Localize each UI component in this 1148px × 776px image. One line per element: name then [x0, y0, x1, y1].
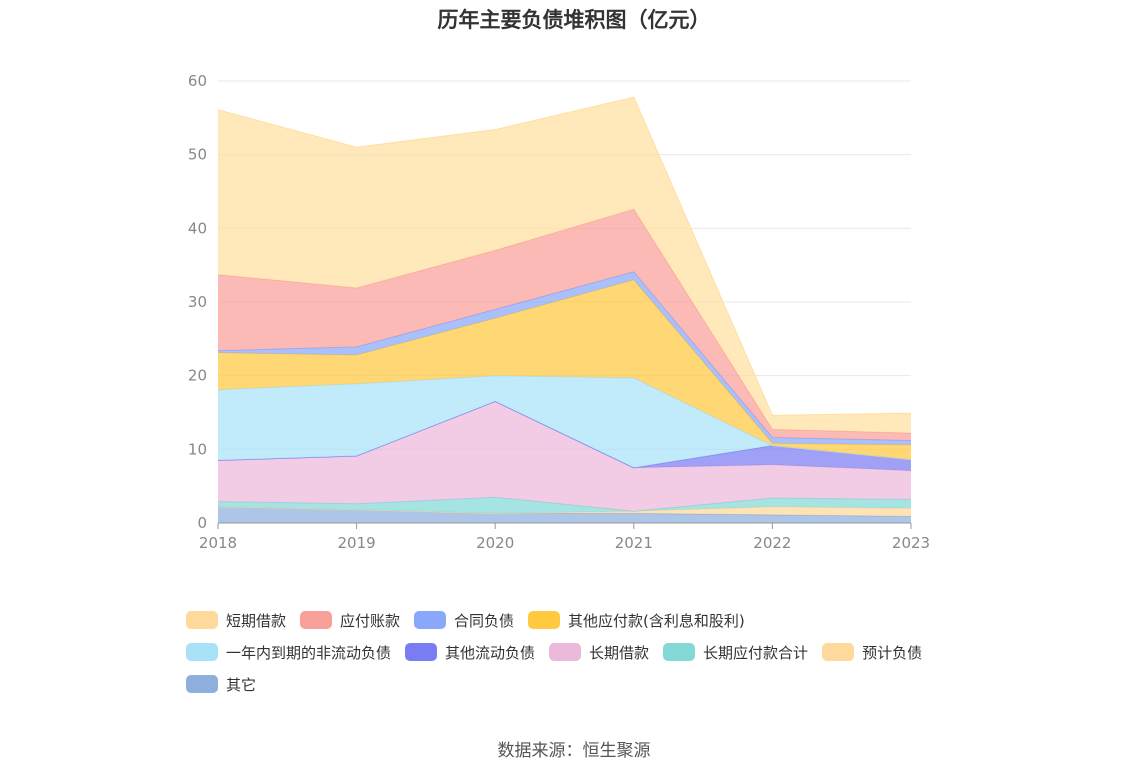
legend-item[interactable]: 一年内到期的非流动负债 [186, 642, 391, 663]
legend-item[interactable]: 合同负债 [414, 610, 514, 631]
y-tick-label: 10 [188, 440, 207, 458]
legend-swatch [822, 643, 855, 661]
y-tick-label: 0 [197, 514, 207, 532]
x-tick-label: 2018 [199, 534, 237, 552]
area-series-8 [218, 209, 911, 441]
legend-item[interactable]: 其他流动负债 [405, 642, 535, 663]
legend-item[interactable]: 应付账款 [300, 610, 400, 631]
legend-item[interactable]: 其它 [186, 674, 256, 695]
area-series-3 [218, 401, 911, 512]
y-tick-label: 50 [188, 146, 207, 164]
legend-label: 其它 [226, 675, 257, 694]
legend-swatch [528, 611, 561, 629]
legend-row: 其它 [186, 668, 1006, 700]
legend-swatch [405, 643, 438, 661]
stacked-area-chart: 0 10 20 30 40 50 60 2018 2019 2020 2021 2022 2023 [188, 72, 930, 552]
area-series-6 [218, 279, 911, 460]
area-series-7 [218, 271, 911, 445]
x-tick-label: 2021 [615, 534, 653, 552]
legend: 短期借款 应付账款 合同负债 其他应付款(含利息和股利) 一年内到期的非流动负债 其他流动… [186, 604, 1006, 700]
legend-item[interactable]: 长期应付款合计 [663, 642, 808, 663]
legend-item[interactable]: 预计负债 [822, 642, 922, 663]
legend-label: 其他应付款(含利息和股利) [568, 611, 745, 630]
area-series-2 [218, 497, 911, 514]
legend-label: 一年内到期的非流动负债 [226, 643, 392, 662]
area-series-4 [218, 401, 911, 471]
legend-swatch [186, 611, 218, 629]
legend-item[interactable]: 短期借款 [186, 610, 286, 631]
legend-swatch [549, 643, 582, 661]
data-source: 数据来源：恒生聚源 [497, 741, 651, 761]
area-series-5 [218, 375, 911, 468]
legend-item[interactable]: 长期借款 [549, 642, 649, 663]
axes: 0 10 20 30 40 50 60 2018 2019 2020 2021 2022 2023 [188, 72, 930, 552]
x-tick-label: 2020 [476, 534, 514, 552]
y-tick-label: 60 [188, 72, 207, 90]
legend-label: 应付账款 [340, 611, 401, 630]
legend-swatch [186, 675, 218, 693]
area-series-9 [218, 97, 911, 434]
legend-swatch [663, 643, 696, 661]
legend-item[interactable]: 其他应付款(含利息和股利) [528, 610, 745, 631]
legend-label: 预计负债 [862, 643, 923, 662]
series-line-9 [217, 96, 912, 416]
legend-label: 长期借款 [589, 643, 650, 662]
legend-swatch [186, 643, 218, 661]
area-series [217, 96, 912, 523]
x-tick-label: 2023 [892, 534, 930, 552]
legend-label: 其他流动负债 [445, 643, 536, 662]
legend-label: 短期借款 [226, 611, 287, 630]
legend-swatch [300, 611, 333, 629]
legend-swatch [414, 611, 447, 629]
y-tick-label: 40 [188, 219, 207, 237]
x-tick-label: 2022 [753, 534, 791, 552]
area-series-1 [218, 506, 911, 517]
legend-label: 长期应付款合计 [703, 643, 809, 662]
legend-label: 合同负债 [454, 611, 515, 630]
legend-row: 短期借款 应付账款 合同负债 其他应付款(含利息和股利) [186, 604, 1006, 636]
y-tick-label: 20 [188, 367, 207, 385]
legend-row: 一年内到期的非流动负债 其他流动负债 长期借款 长期应付款合计 预计负债 [186, 636, 1006, 668]
y-tick-label: 30 [188, 293, 207, 311]
chart-title: 历年主要负债堆积图（亿元） [437, 8, 711, 32]
x-tick-label: 2019 [338, 534, 376, 552]
